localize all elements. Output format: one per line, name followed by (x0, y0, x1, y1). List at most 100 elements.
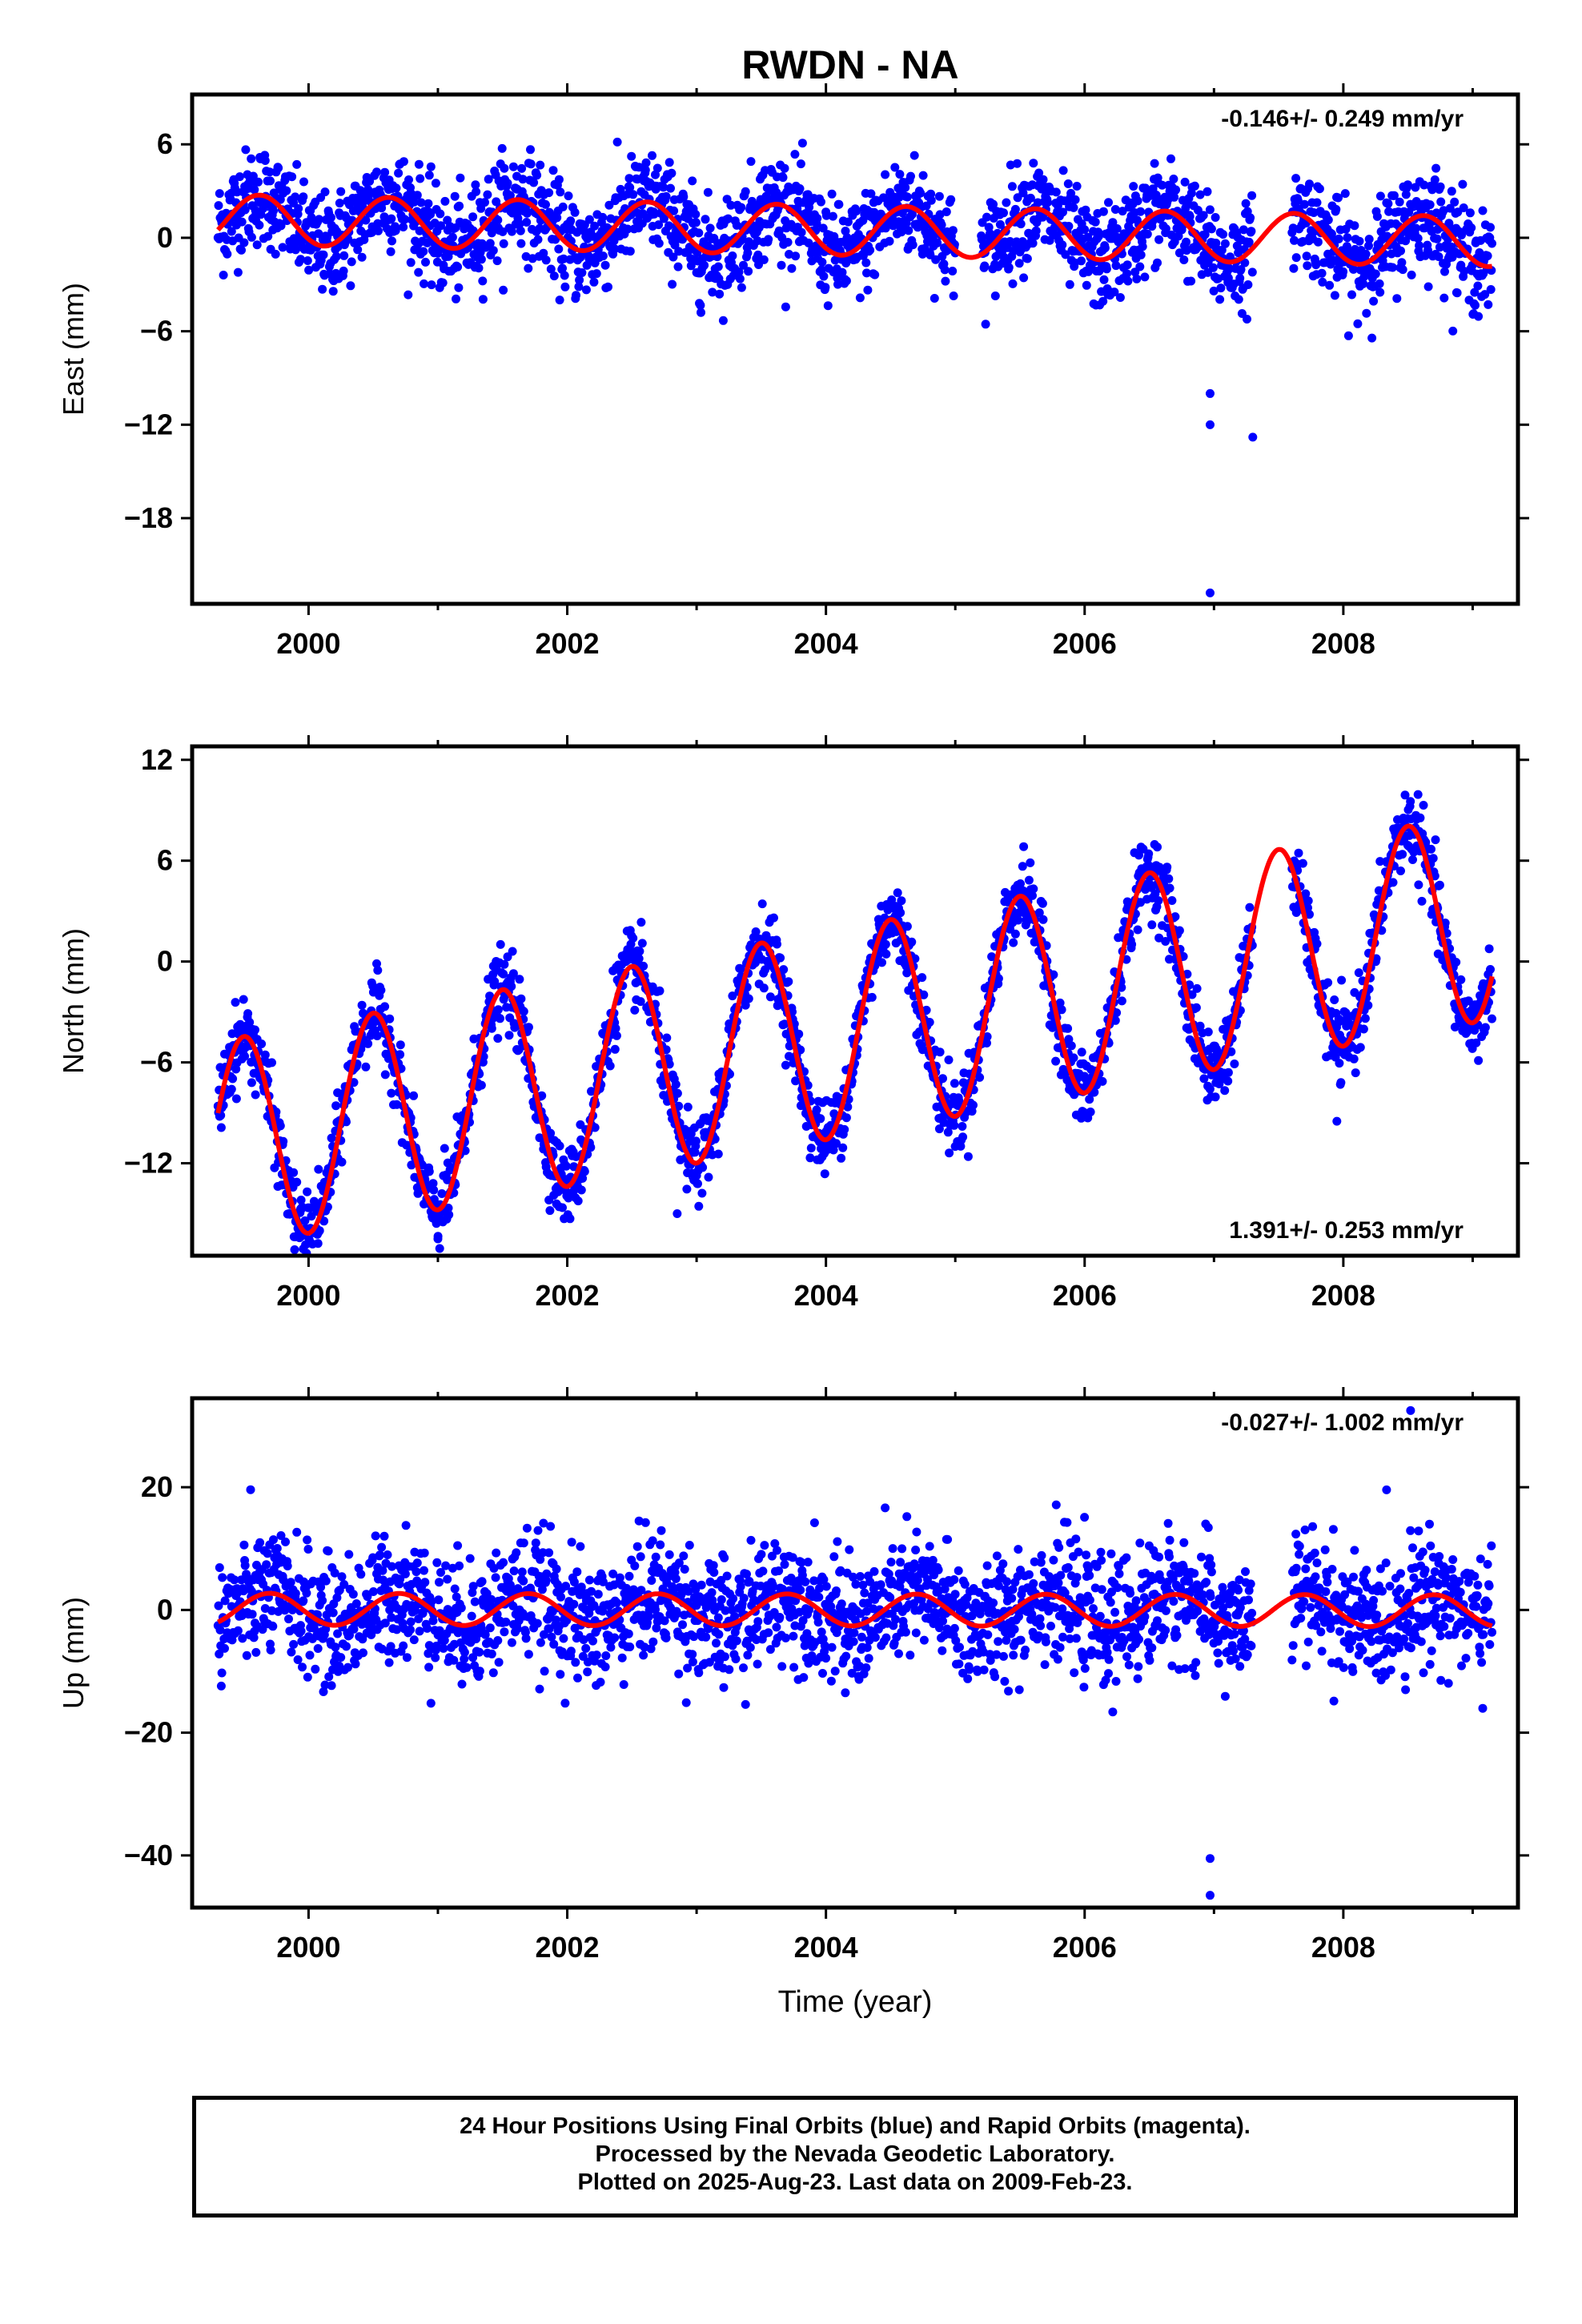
data-point (1038, 175, 1048, 184)
data-point (1389, 191, 1399, 200)
data-point (500, 959, 509, 969)
data-point (488, 246, 498, 255)
data-point (483, 190, 492, 199)
data-point (404, 290, 413, 300)
data-point (665, 158, 674, 167)
data-point (549, 271, 559, 281)
data-point (958, 1132, 968, 1142)
data-point (373, 966, 383, 975)
data-point (327, 1133, 336, 1143)
data-point (283, 1562, 292, 1570)
data-point (982, 1032, 992, 1041)
data-point (1174, 926, 1184, 935)
data-point (1004, 263, 1014, 272)
data-point (612, 1031, 621, 1040)
data-point (524, 263, 533, 273)
data-point (833, 279, 842, 289)
data-point (759, 255, 769, 264)
data-point (1014, 259, 1024, 268)
data-point (218, 1573, 227, 1582)
data-point (251, 1090, 260, 1100)
data-point (274, 163, 283, 173)
x-tick-label: 2000 (276, 1279, 340, 1312)
data-point (1038, 899, 1047, 908)
data-point (399, 157, 408, 167)
data-point (300, 1216, 310, 1225)
data-point (691, 218, 701, 227)
data-point (402, 1653, 412, 1663)
data-point (610, 1044, 620, 1054)
data-point (268, 1622, 278, 1631)
data-point (241, 145, 251, 155)
data-point (1161, 937, 1170, 946)
data-point (649, 209, 659, 219)
data-point (841, 227, 850, 235)
data-point (1343, 331, 1353, 340)
data-point (292, 159, 302, 169)
data-point (454, 283, 464, 292)
data-point (817, 257, 827, 267)
data-point (556, 187, 565, 197)
data-point (361, 215, 371, 225)
x-tick-label: 2004 (794, 627, 858, 660)
data-point (1129, 182, 1138, 191)
data-point (1072, 182, 1082, 191)
x-tick-label: 2008 (1311, 627, 1375, 660)
data-point (662, 1033, 672, 1043)
data-point (507, 982, 516, 991)
data-point (1115, 293, 1125, 302)
data-point (616, 184, 625, 194)
data-point (1122, 269, 1131, 279)
data-point (243, 1009, 253, 1019)
data-point (313, 1644, 323, 1653)
x-tick-label: 2002 (535, 1279, 599, 1312)
data-point (282, 186, 291, 195)
data-point (1415, 813, 1425, 822)
data-point (404, 175, 413, 184)
data-point (698, 1163, 708, 1172)
data-point (387, 214, 396, 223)
data-point (812, 1105, 821, 1115)
data-point (303, 1535, 312, 1545)
data-point (1065, 279, 1074, 289)
data-point (787, 263, 797, 273)
data-point (1055, 998, 1065, 1007)
data-point (1136, 207, 1145, 216)
data-point (255, 1538, 265, 1547)
data-point (440, 1144, 449, 1153)
data-point (1388, 878, 1398, 887)
data-point (840, 1124, 849, 1134)
data-point (877, 958, 886, 967)
data-point (343, 1663, 352, 1672)
data-point (713, 1149, 723, 1159)
data-point (1154, 933, 1164, 943)
data-point (428, 1179, 438, 1188)
data-point (319, 250, 328, 259)
data-point (1136, 250, 1146, 259)
data-point (641, 158, 651, 167)
data-point (1170, 912, 1180, 922)
y-tick-label: 0 (157, 945, 173, 978)
data-point (828, 211, 837, 221)
data-point (267, 1058, 276, 1068)
data-point (1401, 190, 1411, 199)
data-point (1058, 240, 1067, 250)
data-point (918, 171, 928, 180)
data-point (299, 177, 308, 187)
data-point (1110, 1015, 1120, 1025)
data-point (1045, 235, 1054, 245)
data-point (1315, 184, 1324, 194)
data-point (1165, 883, 1174, 893)
data-point (1051, 187, 1061, 197)
data-point (1117, 983, 1126, 992)
data-point (1217, 245, 1227, 255)
data-point (1158, 180, 1167, 190)
data-point (1298, 858, 1307, 868)
data-point (484, 175, 493, 184)
data-point (893, 888, 902, 898)
data-point (895, 170, 905, 179)
data-point (1471, 300, 1480, 310)
data-point (1223, 1068, 1233, 1077)
data-point (548, 166, 558, 175)
